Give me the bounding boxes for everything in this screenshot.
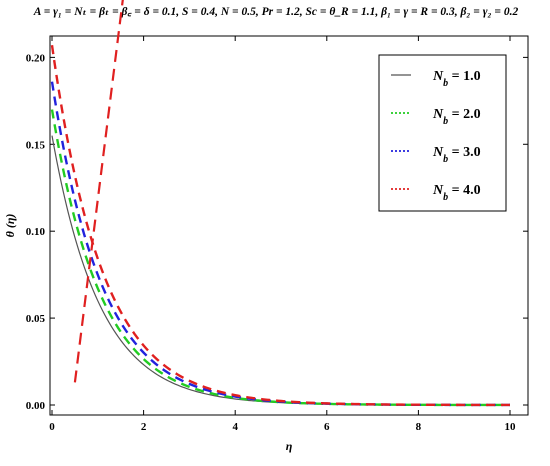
legend-label-1: Nb = 1.0 <box>432 69 481 89</box>
series-line-2 <box>50 109 510 407</box>
chart-caption: A = γ₁ = Nₜ = βₜ = β꜀ = δ = 0.1, S = 0.4… <box>33 6 519 18</box>
legend-label-3: Nb = 3.0 <box>432 145 481 165</box>
legend: Nb = 1.0 Nb = 2.0 Nb = 3.0 Nb = 4.0 <box>378 54 507 212</box>
y-tick-label: 0.00 <box>26 400 46 412</box>
axes-group: 0 2 4 6 8 10 0.00 0.05 0.10 0.15 0.20 η θ (η) <box>3 35 529 453</box>
trend-arrow-shaft <box>73 0 124 383</box>
trend-arrow <box>73 0 124 383</box>
series-line-4 <box>50 45 511 407</box>
plot-frame <box>49 35 529 416</box>
x-tick-label: 6 <box>324 421 330 433</box>
x-tick-label: 10 <box>505 421 517 433</box>
y-axis-label: θ (η) <box>3 214 17 238</box>
y-tick-label: 0.15 <box>26 139 46 151</box>
legend-label-4: Nb = 4.0 <box>432 183 481 203</box>
legend-label-2: Nb = 2.0 <box>432 107 481 127</box>
legend-box <box>378 54 507 212</box>
y-tick-label: 0.20 <box>26 52 46 64</box>
x-tick-label: 2 <box>141 421 147 433</box>
x-tick-label: 4 <box>232 421 238 433</box>
y-tick-label: 0.10 <box>26 226 46 238</box>
y-tick-label: 0.05 <box>26 313 46 325</box>
x-tick-label: 0 <box>49 421 55 433</box>
curves-group <box>50 45 511 407</box>
x-tick-label: 8 <box>416 421 422 433</box>
x-axis-label: η <box>286 439 293 453</box>
